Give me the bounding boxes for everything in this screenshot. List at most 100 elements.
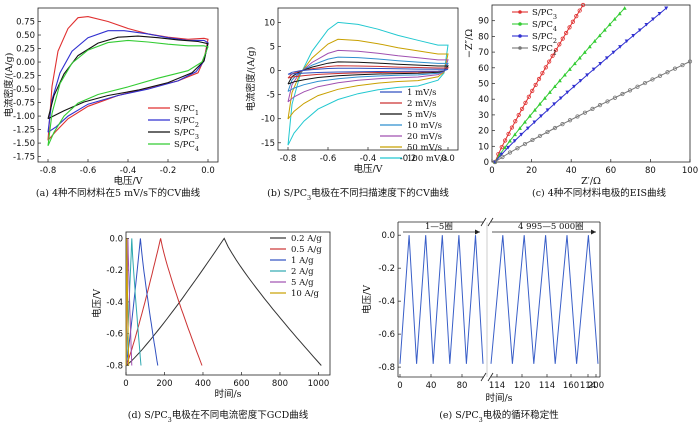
x-tick-label: -0.6 <box>80 166 97 176</box>
eis-marker <box>624 39 629 44</box>
gcd-curve-0.5Ag <box>125 238 203 366</box>
x-tick-label: 0 <box>123 379 128 389</box>
eis-curve <box>494 4 584 163</box>
axis-break-mark <box>480 372 487 382</box>
eis-marker <box>680 62 685 68</box>
panel-caption: (e) S/PC3电极的循环稳定性 <box>439 409 559 424</box>
eis-marker <box>560 122 565 127</box>
cv-curve-1mVs <box>287 67 449 75</box>
eis-marker <box>532 120 537 125</box>
eis-marker <box>515 146 520 151</box>
y-tick-label: -1.50 <box>13 139 35 149</box>
legend-label: S/PC1 <box>174 104 199 117</box>
y-tick-label: -0.6 <box>378 330 395 340</box>
cv-curve-spc3 <box>47 35 209 120</box>
y-tick-label: 80 <box>478 32 489 42</box>
x-tick-label: -0.8 <box>40 166 57 176</box>
eis-marker <box>506 131 511 137</box>
eis-marker <box>631 33 636 38</box>
cv-curve-20mVs <box>287 49 449 103</box>
eis-marker <box>591 67 596 72</box>
eis-marker <box>500 154 505 160</box>
x-tick-label: 800 <box>272 379 288 389</box>
eis-marker <box>585 73 590 77</box>
eis-marker <box>499 145 504 150</box>
eis-marker <box>612 17 617 21</box>
eis-marker <box>560 36 565 41</box>
eis-marker <box>567 118 573 123</box>
legend-label: S/PC3 <box>532 8 557 21</box>
eis-marker <box>513 119 518 124</box>
eis-marker <box>572 84 577 89</box>
eis-marker <box>627 88 633 93</box>
x-tick-label: 0 <box>397 381 402 391</box>
eis-marker <box>567 67 572 71</box>
eis-marker <box>598 61 603 66</box>
eis-marker <box>577 55 582 60</box>
eis-marker <box>575 114 580 119</box>
x-tick-label: 40 <box>566 166 577 176</box>
eis-marker <box>657 11 662 16</box>
y-tick-label: 90 <box>478 17 489 27</box>
panel-b-cv-scan-rates: -0.8 -0.6 -0.4 -0.2 0.0 -15 -10 -5 0 5 10 1 mV/s2 m… <box>245 7 459 202</box>
eis-marker <box>620 91 625 97</box>
y-tick-label: 40 <box>478 95 489 105</box>
eis-marker <box>572 61 577 66</box>
eis-marker <box>539 114 544 118</box>
eis-marker <box>562 72 567 77</box>
x-tick-label: 80 <box>645 166 656 176</box>
y-tick-label: 0.0 <box>109 234 123 244</box>
y-tick-label: -5 <box>267 91 275 101</box>
eis-marker <box>582 50 587 54</box>
eis-marker <box>564 30 569 36</box>
y-tick-label: -1.25 <box>13 126 35 136</box>
x-tick-label: 80 <box>457 381 468 391</box>
panel-caption: (a) 4种不同材料在5 mV/s下的CV曲线 <box>36 187 201 199</box>
eis-marker <box>577 8 582 13</box>
eis-marker <box>552 84 557 89</box>
y-tick-label: 70 <box>478 48 489 58</box>
axis-break-mark <box>480 217 487 227</box>
y-tick-label: -0.4 <box>106 298 123 308</box>
legend-label: 1 mV/s <box>407 88 437 98</box>
x-tick-label: 114 <box>489 381 505 391</box>
eis-marker <box>570 19 576 24</box>
y-tick-label: -0.4 <box>378 297 395 307</box>
eis-marker <box>587 44 592 49</box>
cv-curve-spc1 <box>47 16 209 141</box>
eis-marker <box>642 80 648 86</box>
legend-label: 50 mV/s <box>407 143 442 153</box>
legend-label: S/PC4 <box>532 20 557 33</box>
y-axis-label: 电压/V <box>361 285 373 314</box>
legend-label: S/PC2 <box>532 32 557 45</box>
y-tick-label: 10 <box>478 142 489 152</box>
eis-marker <box>617 11 622 16</box>
eis-marker <box>522 141 528 147</box>
eis-marker <box>537 133 543 139</box>
eis-marker <box>512 139 517 143</box>
x-axis-label: Z′/Ω <box>581 176 601 187</box>
panel-caption: (c) 4种不同材料电极的EIS曲线 <box>532 187 666 199</box>
gcd-curve-0.2Ag <box>125 237 322 366</box>
eis-marker <box>506 145 511 150</box>
gcd-curve-10Ag <box>125 238 130 366</box>
eis-marker <box>522 120 527 124</box>
eis-marker <box>618 45 623 49</box>
y-tick-label: -0.50 <box>13 85 35 95</box>
y-tick-label: -0.75 <box>13 99 35 109</box>
panel-d-gcd: 0 200 400 600 800 1000 -0.8 -0.6 -0.4 -0.2 0.0 0.2 … <box>91 231 331 424</box>
eis-marker <box>533 82 538 88</box>
legend-label: 0.5 A/g <box>291 245 322 255</box>
eis-marker <box>550 53 555 58</box>
legend-label: 10 A/g <box>291 289 320 299</box>
y-tick-label: -15 <box>261 139 275 149</box>
eis-marker <box>590 106 595 111</box>
legend-label: 10 mV/s <box>407 121 442 131</box>
eis-marker <box>580 2 586 8</box>
panel-caption: (d) S/PC3电极在不同电流密度下GCD曲线 <box>128 409 309 424</box>
eis-curve <box>494 61 691 163</box>
eis-marker <box>687 59 693 64</box>
eis-marker <box>607 22 612 27</box>
x-tick-label: 200 <box>588 381 604 391</box>
